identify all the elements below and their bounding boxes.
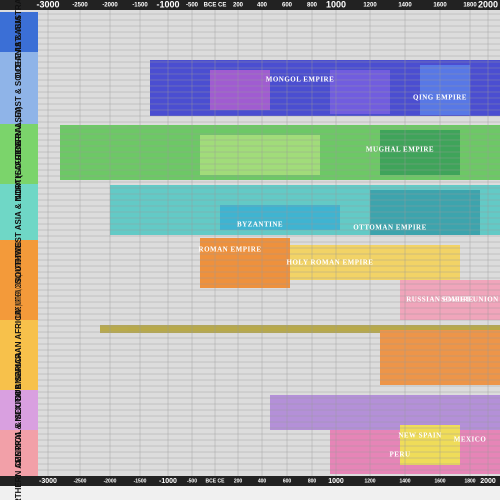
region-label: OCEANIA & AUSTRALIA	[14, 0, 23, 78]
axis-label-bottom: 1000	[328, 478, 344, 485]
region-label: NORTHERN AMERICA & MEXICO	[14, 390, 23, 500]
axis-label-top: 1600	[433, 3, 447, 9]
empire-label: RUSSIAN EMPIRE	[406, 296, 473, 304]
axis-label-bottom: 200	[234, 478, 243, 484]
axis-label-bottom: 1400	[399, 478, 410, 484]
axis-label-bottom: -2000	[104, 478, 117, 484]
grid-lines	[38, 10, 500, 476]
axis-label-top: 200	[233, 3, 244, 9]
empire-label: SOVIET UNION	[441, 296, 498, 304]
empire-label: MONGOL EMPIRE	[266, 76, 335, 84]
axis-label-top: -500	[186, 3, 199, 9]
axis-label-bottom: -1500	[134, 478, 147, 484]
axis-label-bottom: 800	[308, 478, 317, 484]
empire-label: MUGHAL EMPIRE	[366, 146, 434, 154]
axis-label-bottom: 1800	[464, 478, 475, 484]
axis-label-top: -1500	[132, 3, 148, 9]
axis-label-top: 600	[282, 3, 293, 9]
axis-label-top: -3000	[36, 0, 59, 9]
region-label: SOUTHWEST ASIA & NORTH AFRICA	[14, 140, 23, 283]
axis-label-top: -1000	[156, 0, 179, 9]
axis-label-bottom: 600	[283, 478, 292, 484]
region-label: SUB SAHARAN AFRICA	[14, 309, 23, 400]
empire-label: PERU	[389, 451, 410, 459]
axis-label-bottom: -1000	[159, 478, 177, 485]
empire-label: NEW SPAIN	[398, 432, 441, 440]
empire-label: MEXICO	[454, 436, 487, 444]
axis-label-top: 1400	[398, 3, 412, 9]
axis-label-top: 800	[307, 3, 318, 9]
axis-label-bottom: 1600	[434, 478, 445, 484]
axis-label-bottom: -3000	[39, 478, 57, 485]
axis-label-top: -2000	[102, 3, 118, 9]
axis-label-bottom: BCE CE	[206, 478, 226, 484]
region-label: CENTRAL & SOUTH AMERICA	[14, 352, 23, 468]
axis-label-bottom: -500	[187, 478, 197, 484]
axis-label-bottom: 400	[258, 478, 267, 484]
axis-label-top: -2500	[72, 3, 88, 9]
empire-label: ROMAN EMPIRE	[199, 246, 262, 254]
axis-label-top: BCE CE	[204, 3, 227, 9]
region-label: CENTRAL, EAST & SOUTHEAST ASIA	[14, 15, 23, 160]
axis-label-top: 1800	[463, 3, 477, 9]
axis-label-top: 2000	[478, 0, 498, 9]
axis-label-top: 1000	[326, 0, 346, 9]
axis-label-top: 1200	[363, 3, 377, 9]
empire-label: BYZANTINE	[237, 221, 283, 229]
empire-label: HOLY ROMAN EMPIRE	[287, 259, 374, 267]
empire-label: QING EMPIRE	[413, 94, 467, 102]
region-label: INDIA (SOUTHERN ASIA)	[14, 106, 23, 201]
axis-label-top: 400	[257, 3, 268, 9]
empire-label: OTTOMAN EMPIRE	[353, 224, 427, 232]
axis-label-bottom: 2000	[480, 478, 496, 485]
axis-label-bottom: 1200	[364, 478, 375, 484]
axis-label-bottom: -2500	[74, 478, 87, 484]
region-label: EUROPE (NORTHERN, CENTRAL) & NORTHEAST E…	[14, 242, 23, 318]
